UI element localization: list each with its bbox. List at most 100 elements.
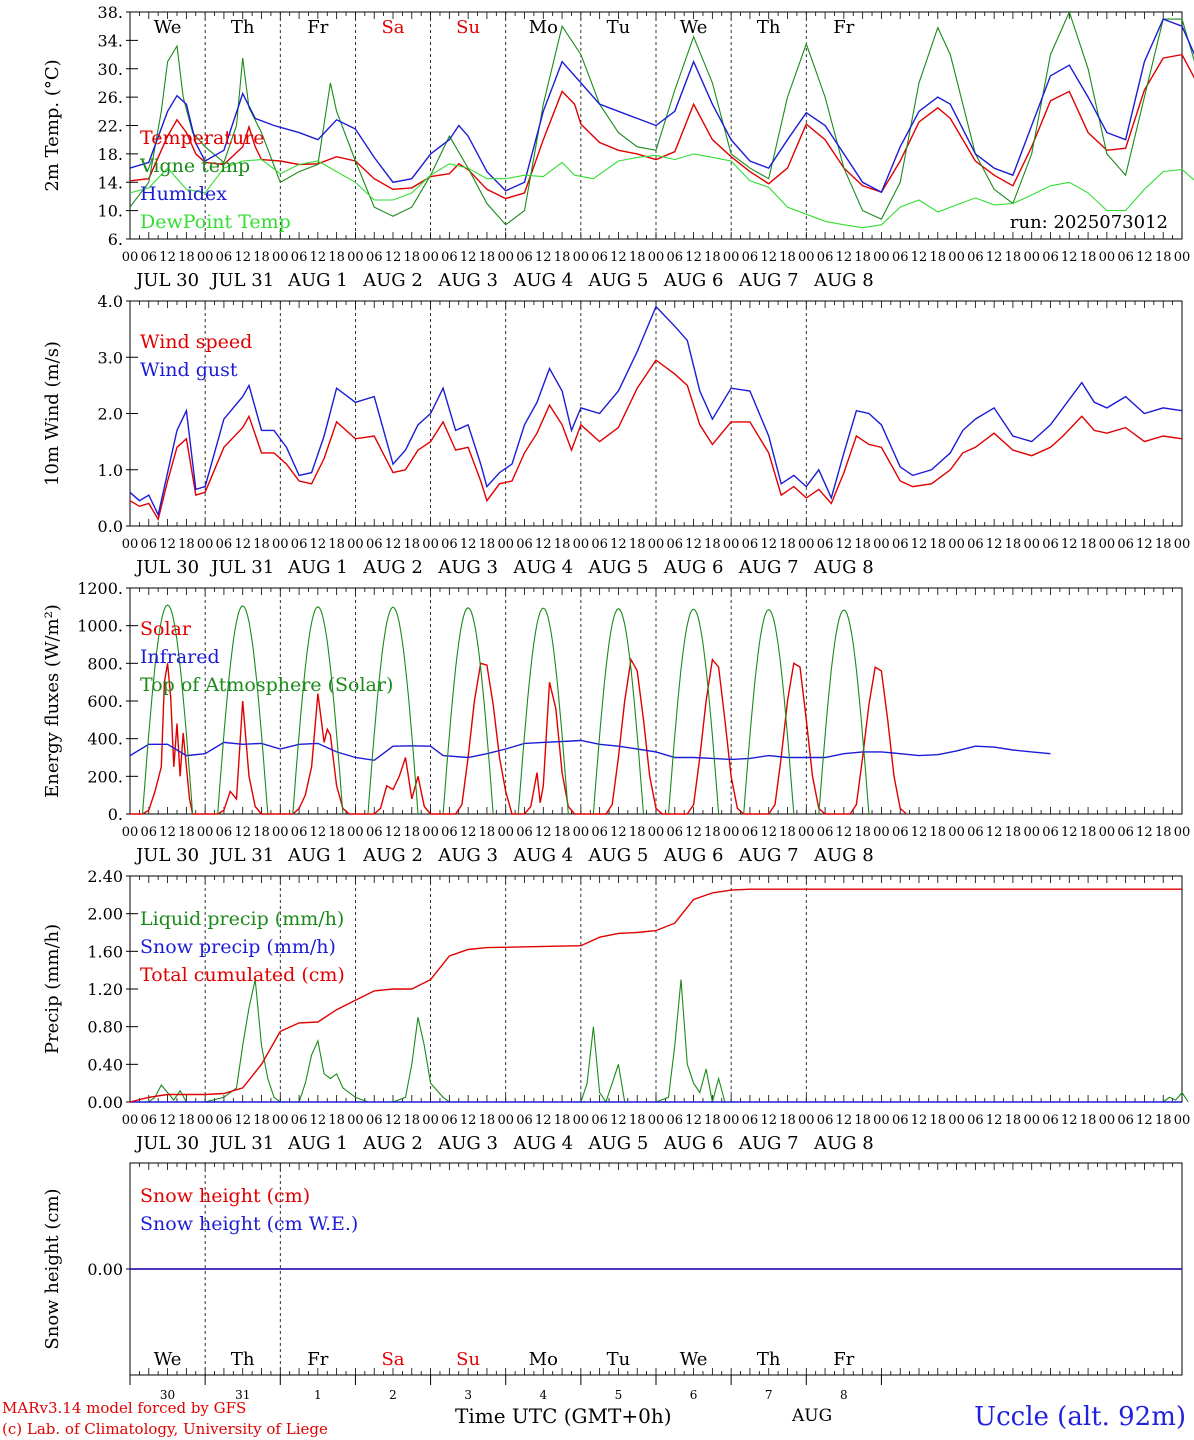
day-number: 4 <box>539 1388 547 1402</box>
y-tick-label: 10. <box>98 202 123 221</box>
hour-label: 18 <box>704 250 721 265</box>
hour-label: 12 <box>535 825 552 840</box>
hour-label: 06 <box>291 1113 308 1128</box>
hour-label: 18 <box>1155 1113 1172 1128</box>
date-label: AUG 8 <box>813 845 874 866</box>
hour-label: 00 <box>873 537 890 552</box>
toa-solar-curve <box>141 604 194 815</box>
y-tick-label: 1200. <box>77 579 123 598</box>
hour-label: 12 <box>836 825 853 840</box>
date-label: AUG 1 <box>287 557 348 578</box>
y-tick-label: 38. <box>98 3 123 22</box>
hour-label: 06 <box>742 1113 759 1128</box>
hour-label: 18 <box>1080 1113 1097 1128</box>
toa-solar-curve <box>517 607 569 815</box>
hour-label: 06 <box>967 537 984 552</box>
hour-label: 00 <box>1174 537 1191 552</box>
y-tick-label: 4.0 <box>98 292 123 311</box>
date-label: AUG 5 <box>588 845 649 866</box>
hour-label: 00 <box>1023 1113 1040 1128</box>
hour-label: 06 <box>1042 250 1059 265</box>
hour-label: 18 <box>554 1113 571 1128</box>
date-label: AUG 1 <box>287 845 348 866</box>
hour-label: 06 <box>291 825 308 840</box>
hour-label: 18 <box>253 1113 270 1128</box>
date-label: AUG 8 <box>813 270 874 291</box>
hour-label: 06 <box>667 250 684 265</box>
hour-label: 12 <box>836 1113 853 1128</box>
date-label: AUG 4 <box>512 557 573 578</box>
legend-entry: Top of Atmosphere (Solar) <box>140 674 393 696</box>
y-tick-label: 0.00 <box>87 1260 123 1279</box>
hour-label: 06 <box>967 825 984 840</box>
toa-solar-curve <box>292 606 344 815</box>
weekday-label: Su <box>456 1349 480 1370</box>
hour-label: 00 <box>497 825 514 840</box>
hour-label: 12 <box>1061 825 1078 840</box>
hour-label: 00 <box>122 825 139 840</box>
weekday-label: Fr <box>307 17 328 38</box>
y-axis-title: 10m Wind (m/s) <box>42 341 63 486</box>
hour-label: 00 <box>948 250 965 265</box>
y-axis-title: Precip (mm/h) <box>42 924 63 1054</box>
hour-label: 18 <box>1005 825 1022 840</box>
hour-label: 12 <box>610 1113 627 1128</box>
y-axis-title: 2m Temp. (°C) <box>42 59 63 191</box>
hour-label: 06 <box>141 537 158 552</box>
hour-label: 06 <box>141 825 158 840</box>
hour-label: 18 <box>479 537 496 552</box>
hour-label: 12 <box>986 825 1003 840</box>
hour-label: 06 <box>366 1113 383 1128</box>
y-tick-label: 0.80 <box>87 1018 123 1037</box>
legend-entry: Infrared <box>140 646 220 668</box>
hour-label: 06 <box>516 537 533 552</box>
legend-entry: Vigne temp <box>139 155 250 177</box>
hour-label: 18 <box>1155 537 1172 552</box>
hour-label: 00 <box>1023 825 1040 840</box>
weekday-label: We <box>680 17 708 38</box>
hour-label: 06 <box>742 250 759 265</box>
day-number: 31 <box>235 1388 250 1402</box>
hour-label: 12 <box>1061 1113 1078 1128</box>
hour-label: 18 <box>328 1113 345 1128</box>
hour-label: 12 <box>1136 825 1153 840</box>
hour-label: 12 <box>610 825 627 840</box>
hour-label: 00 <box>1174 1113 1191 1128</box>
hour-label: 12 <box>234 250 251 265</box>
y-tick-label: 0.40 <box>87 1055 123 1074</box>
hour-label: 12 <box>1136 537 1153 552</box>
hour-label: 06 <box>817 250 834 265</box>
toa-solar-curve <box>367 606 419 815</box>
hour-label: 18 <box>554 825 571 840</box>
day-number: 7 <box>765 1388 773 1402</box>
weekday-label: Sa <box>381 1349 404 1370</box>
date-label: AUG 2 <box>362 557 423 578</box>
hour-label: 00 <box>873 825 890 840</box>
legend-entry: Snow height (cm W.E.) <box>140 1213 358 1235</box>
hour-label: 18 <box>1080 537 1097 552</box>
hour-label: 18 <box>328 825 345 840</box>
date-label: JUL 31 <box>209 845 274 866</box>
hour-label: 00 <box>422 1113 439 1128</box>
hour-label: 18 <box>554 250 571 265</box>
y-tick-label: 1.60 <box>87 942 123 961</box>
weekday-label: We <box>154 17 182 38</box>
hour-label: 00 <box>197 1113 214 1128</box>
hour-label: 12 <box>234 825 251 840</box>
hour-label: 18 <box>253 250 270 265</box>
toa-solar-curve <box>217 605 269 815</box>
hour-label: 00 <box>648 825 665 840</box>
hour-label: 00 <box>422 537 439 552</box>
hour-label: 12 <box>460 825 477 840</box>
legend-entry: Solar <box>140 618 192 640</box>
y-tick-label: 18. <box>98 145 123 164</box>
series-line <box>130 979 1189 1104</box>
hour-label: 18 <box>1080 825 1097 840</box>
date-label: AUG 1 <box>287 270 348 291</box>
hour-label: 00 <box>1174 825 1191 840</box>
series-line <box>129 10 1194 226</box>
series-line <box>130 657 907 815</box>
hour-label: 18 <box>854 825 871 840</box>
y-axis-title: Snow height (cm) <box>42 1188 63 1349</box>
hour-label: 12 <box>836 250 853 265</box>
